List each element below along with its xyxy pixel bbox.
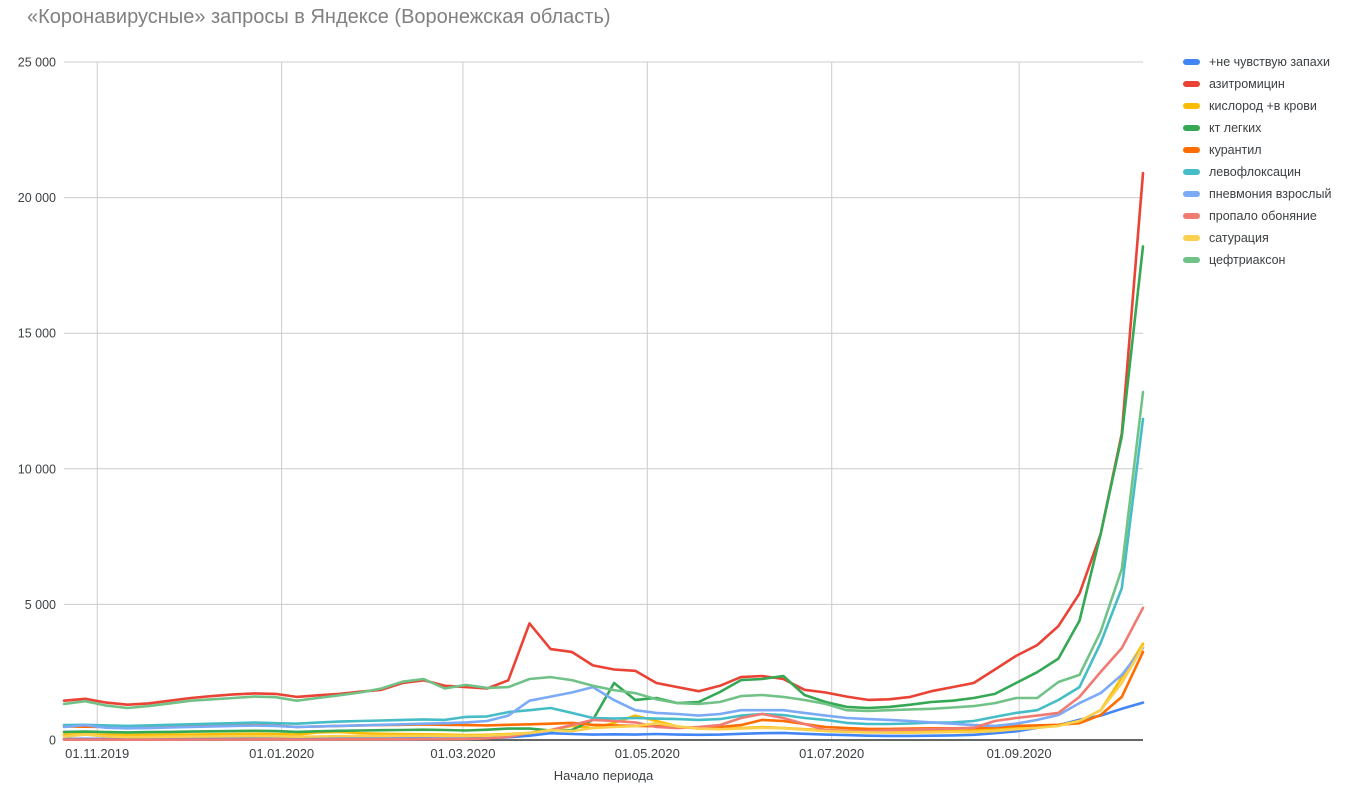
legend-swatch-icon — [1183, 124, 1200, 131]
legend-swatch-icon — [1183, 212, 1200, 219]
x-axis-tick-label: 01.03.2020 — [430, 746, 495, 761]
legend-label: левофлоксацин — [1209, 164, 1301, 179]
series-line-сатурация — [62, 645, 1145, 739]
legend-item: пневмония взрослый — [1183, 186, 1332, 201]
chart-legend: +не чувствую запахи азитромицин кислород +… — [1183, 55, 1331, 275]
legend-swatch-icon — [1183, 256, 1200, 263]
legend-item: кт легких — [1183, 120, 1331, 135]
y-axis-tick-label: 25 000 — [18, 56, 56, 70]
y-axis-tick-label: 5 000 — [25, 598, 56, 612]
legend-label: +не чувствую запахи — [1209, 54, 1330, 69]
legend-item: цефтриаксон — [1183, 252, 1331, 267]
legend-label: пневмония взрослый — [1209, 186, 1332, 201]
legend-label: кт легких — [1209, 120, 1262, 135]
legend-swatch-icon — [1183, 80, 1200, 87]
legend-swatch-icon — [1183, 234, 1200, 241]
y-axis-tick-label: 15 000 — [18, 327, 56, 341]
legend-label: кислород +в крови — [1209, 98, 1317, 113]
x-axis-tick-label: 01.05.2020 — [615, 746, 680, 761]
legend-swatch-icon — [1183, 58, 1200, 65]
y-axis-tick-label: 20 000 — [18, 191, 56, 205]
legend-label: сатурация — [1209, 230, 1269, 245]
legend-label: цефтриаксон — [1209, 252, 1286, 267]
y-axis-tick-label: 10 000 — [18, 462, 56, 476]
x-axis-title: Начало периода — [554, 768, 654, 783]
x-axis-tick-label: 01.11.2019 — [65, 746, 129, 761]
legend-item: левофлоксацин — [1183, 164, 1331, 179]
y-axis-tick-label: 0 — [49, 734, 56, 748]
legend-swatch-icon — [1183, 190, 1200, 197]
legend-item: азитромицин — [1183, 76, 1331, 91]
legend-label: азитромицин — [1209, 76, 1285, 91]
series-line-левофлоксацин — [62, 417, 1145, 728]
x-axis-tick-label: 01.09.2020 — [987, 746, 1052, 761]
series-line-цефтриаксон — [62, 390, 1145, 713]
legend-swatch-icon — [1183, 146, 1200, 153]
legend-item: +не чувствую запахи — [1183, 54, 1331, 69]
series-line-пневмония взрослый — [62, 646, 1145, 730]
x-axis-tick-label: 01.07.2020 — [799, 746, 864, 761]
legend-item: курантил — [1183, 142, 1331, 157]
legend-swatch-icon — [1183, 102, 1200, 109]
legend-swatch-icon — [1183, 168, 1200, 175]
legend-item: пропало обоняние — [1183, 208, 1331, 223]
x-axis-tick-label: 01.01.2020 — [249, 746, 314, 761]
legend-label: пропало обоняние — [1209, 208, 1317, 223]
legend-item: сатурация — [1183, 230, 1331, 245]
series-line-пропало обоняние — [62, 606, 1145, 741]
legend-label: курантил — [1209, 142, 1262, 157]
series-line-азитромицин — [62, 171, 1145, 707]
series-line-кт легких — [62, 245, 1145, 734]
chart-title: «Коронавирусные» запросы в Яндексе (Воро… — [27, 6, 611, 28]
legend-item: кислород +в крови — [1183, 98, 1331, 113]
